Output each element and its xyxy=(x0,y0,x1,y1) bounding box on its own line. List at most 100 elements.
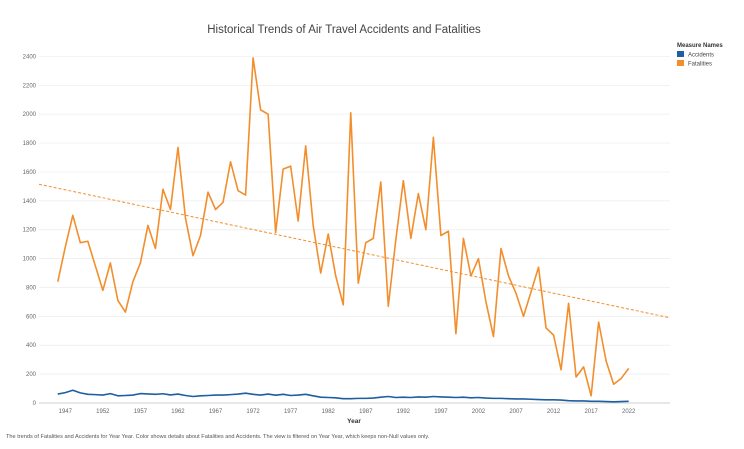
y-tick-label: 1800 xyxy=(23,141,37,147)
fatalities-point xyxy=(132,281,134,283)
fatalities-point xyxy=(177,147,179,149)
legend: Measure Names Accidents Fatalities xyxy=(677,43,723,68)
fatalities-point xyxy=(155,248,157,250)
fatalities-point xyxy=(124,311,126,313)
fatalities-point xyxy=(365,242,367,244)
fatalities-point xyxy=(575,376,577,378)
fatalities-point xyxy=(350,112,352,114)
accidents-point xyxy=(57,393,59,395)
fatalities-point xyxy=(327,233,329,235)
x-tick-label: 2017 xyxy=(584,409,598,415)
accidents-point xyxy=(124,395,126,397)
x-tick-label: 2022 xyxy=(622,409,636,415)
accidents-point xyxy=(470,397,472,399)
chart-title: Historical Trends of Air Travel Accident… xyxy=(207,24,481,36)
fatalities-point xyxy=(185,217,187,219)
fatalities-point xyxy=(260,109,262,111)
trend-line-layer xyxy=(38,183,671,319)
accidents-point xyxy=(102,394,104,396)
fatalities-point xyxy=(470,275,472,277)
y-tick-label: 400 xyxy=(26,343,37,349)
accidents-point xyxy=(185,395,187,397)
accidents-point xyxy=(237,393,239,395)
accidents-point xyxy=(312,395,314,397)
fatalities-point xyxy=(192,255,194,257)
fatalities-point xyxy=(230,161,232,163)
y-tick-label: 1600 xyxy=(23,170,37,176)
fatalities-point xyxy=(335,275,337,277)
fatalities-point xyxy=(402,180,404,182)
fatalities-point xyxy=(628,367,630,369)
fatalities-point xyxy=(395,239,397,241)
fatalities-point xyxy=(102,289,104,291)
fatalities-point xyxy=(440,235,442,237)
fatalities-point xyxy=(425,229,427,231)
fatalities-point xyxy=(523,315,525,317)
fatalities-point xyxy=(297,220,299,222)
fatalities-point xyxy=(620,378,622,380)
legend-swatch-fatalities xyxy=(677,60,684,66)
accidents-point xyxy=(410,397,412,399)
accidents-point xyxy=(320,396,322,398)
accidents-point xyxy=(365,397,367,399)
y-tick-label: 600 xyxy=(26,314,37,320)
accidents-point xyxy=(290,395,292,397)
fatalities-point xyxy=(320,272,322,274)
accidents-point xyxy=(440,396,442,398)
legend-label-accidents: Accidents xyxy=(688,53,714,59)
accidents-point xyxy=(402,396,404,398)
accidents-point xyxy=(500,397,502,399)
fatalities-point xyxy=(515,292,517,294)
x-tick-label: 1957 xyxy=(134,409,148,415)
accidents-point xyxy=(523,398,525,400)
accidents-point xyxy=(282,393,284,395)
fatalities-point xyxy=(140,262,142,264)
x-tick-label: 2007 xyxy=(509,409,523,415)
fatalities-point xyxy=(478,258,480,260)
accidents-point xyxy=(417,396,419,398)
x-tick-label: 1987 xyxy=(359,409,373,415)
fatalities-point xyxy=(432,136,434,138)
fatalities-point xyxy=(613,383,615,385)
fatalities-point xyxy=(200,235,202,237)
accidents-point xyxy=(94,394,96,396)
fatalities-trend-line xyxy=(38,183,671,319)
x-axis-label: Year xyxy=(347,418,361,425)
fatalities-point xyxy=(72,214,74,216)
x-tick-label: 1982 xyxy=(322,409,336,415)
accidents-point xyxy=(372,397,374,399)
accidents-point xyxy=(485,397,487,399)
accidents-point xyxy=(140,393,142,395)
fatalities-point xyxy=(245,194,247,196)
fatalities-point xyxy=(417,193,419,195)
accidents-point xyxy=(395,397,397,399)
fatalities-point xyxy=(290,165,292,167)
fatalities-point xyxy=(357,282,359,284)
legend-label-fatalities: Fatalities xyxy=(688,62,712,68)
accidents-point xyxy=(598,400,600,402)
legend-title: Measure Names xyxy=(677,43,723,49)
fatalities-point xyxy=(222,201,224,203)
accidents-point xyxy=(109,393,111,395)
accidents-point xyxy=(117,395,119,397)
accidents-point xyxy=(575,400,577,402)
fatalities-point xyxy=(387,305,389,307)
accidents-point xyxy=(620,401,622,403)
fatalities-point xyxy=(267,113,269,115)
accidents-point xyxy=(447,396,449,398)
fatalities-point xyxy=(598,321,600,323)
fatalities-point xyxy=(237,190,239,192)
accidents-point xyxy=(432,396,434,398)
fatalities-point xyxy=(252,57,254,59)
fatalities-point xyxy=(508,275,510,277)
fatalities-point xyxy=(560,369,562,371)
y-tick-label: 800 xyxy=(26,285,37,291)
fatalities-point xyxy=(553,334,555,336)
x-tick-label: 1997 xyxy=(434,409,448,415)
y-tick-label: 1000 xyxy=(23,257,37,263)
fatalities-point xyxy=(305,145,307,147)
x-tick-label: 2012 xyxy=(547,409,561,415)
accidents-point xyxy=(155,393,157,395)
fatalities-point xyxy=(64,246,66,248)
